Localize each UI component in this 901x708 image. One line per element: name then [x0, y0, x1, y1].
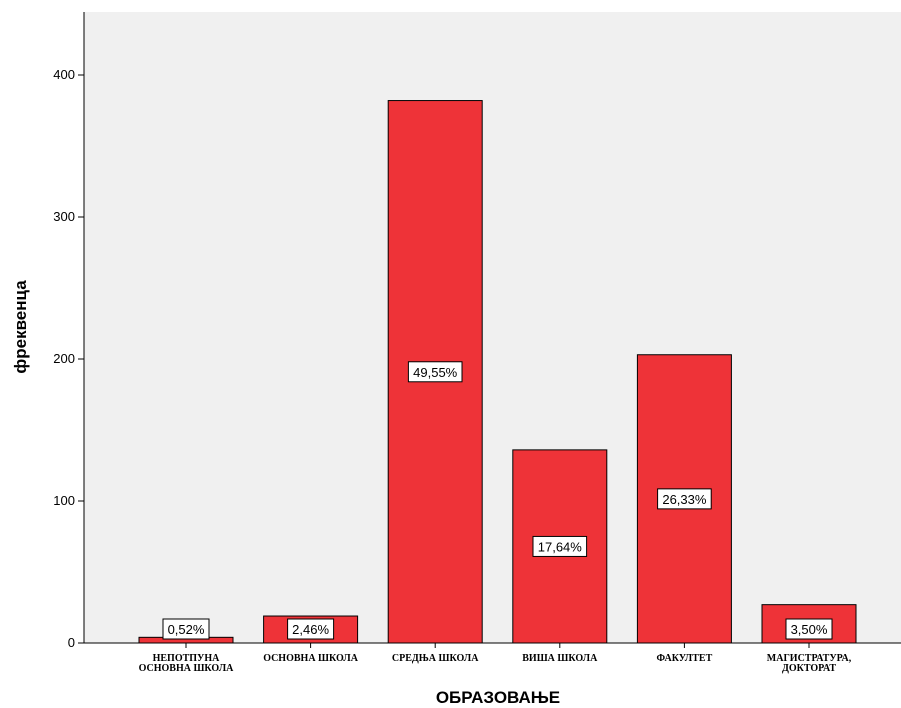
y-tick-label: 100 [53, 493, 75, 508]
x-tick-label: СРЕДЊА ШКОЛА [392, 653, 479, 664]
data-label: 17,64% [538, 539, 583, 554]
x-axis-title: ОБРАЗОВАЊЕ [436, 688, 560, 707]
y-tick-label: 300 [53, 209, 75, 224]
x-tick-label: ФАКУЛТЕТ [657, 653, 713, 664]
plot-area [84, 12, 901, 643]
data-label-box [785, 618, 833, 640]
data-label: 3,50% [791, 622, 828, 637]
data-label: 49,55% [413, 365, 458, 380]
data-label-box [287, 618, 335, 640]
y-axis-title: фреквенца [11, 280, 30, 374]
data-label-box [407, 361, 463, 383]
x-tick-label: ОСНОВНА ШКОЛА [263, 653, 359, 664]
data-label-box [532, 535, 588, 557]
y-tick-label: 0 [68, 635, 75, 650]
y-tick-label: 400 [53, 67, 75, 82]
x-tick-label: ВИША ШКОЛА [522, 653, 598, 664]
data-label-box [162, 618, 210, 640]
data-label-box [657, 488, 712, 510]
y-tick-label: 200 [53, 351, 75, 366]
data-label: 2,46% [292, 622, 329, 637]
x-tick-label: МАГИСТРАТУРА, ДОКТОРАТ [767, 653, 852, 674]
data-label: 26,33% [662, 492, 707, 507]
x-tick-label: НЕПОТПУНА ОСНОВНА ШКОЛА [139, 653, 235, 674]
data-label: 0,52% [168, 622, 205, 637]
